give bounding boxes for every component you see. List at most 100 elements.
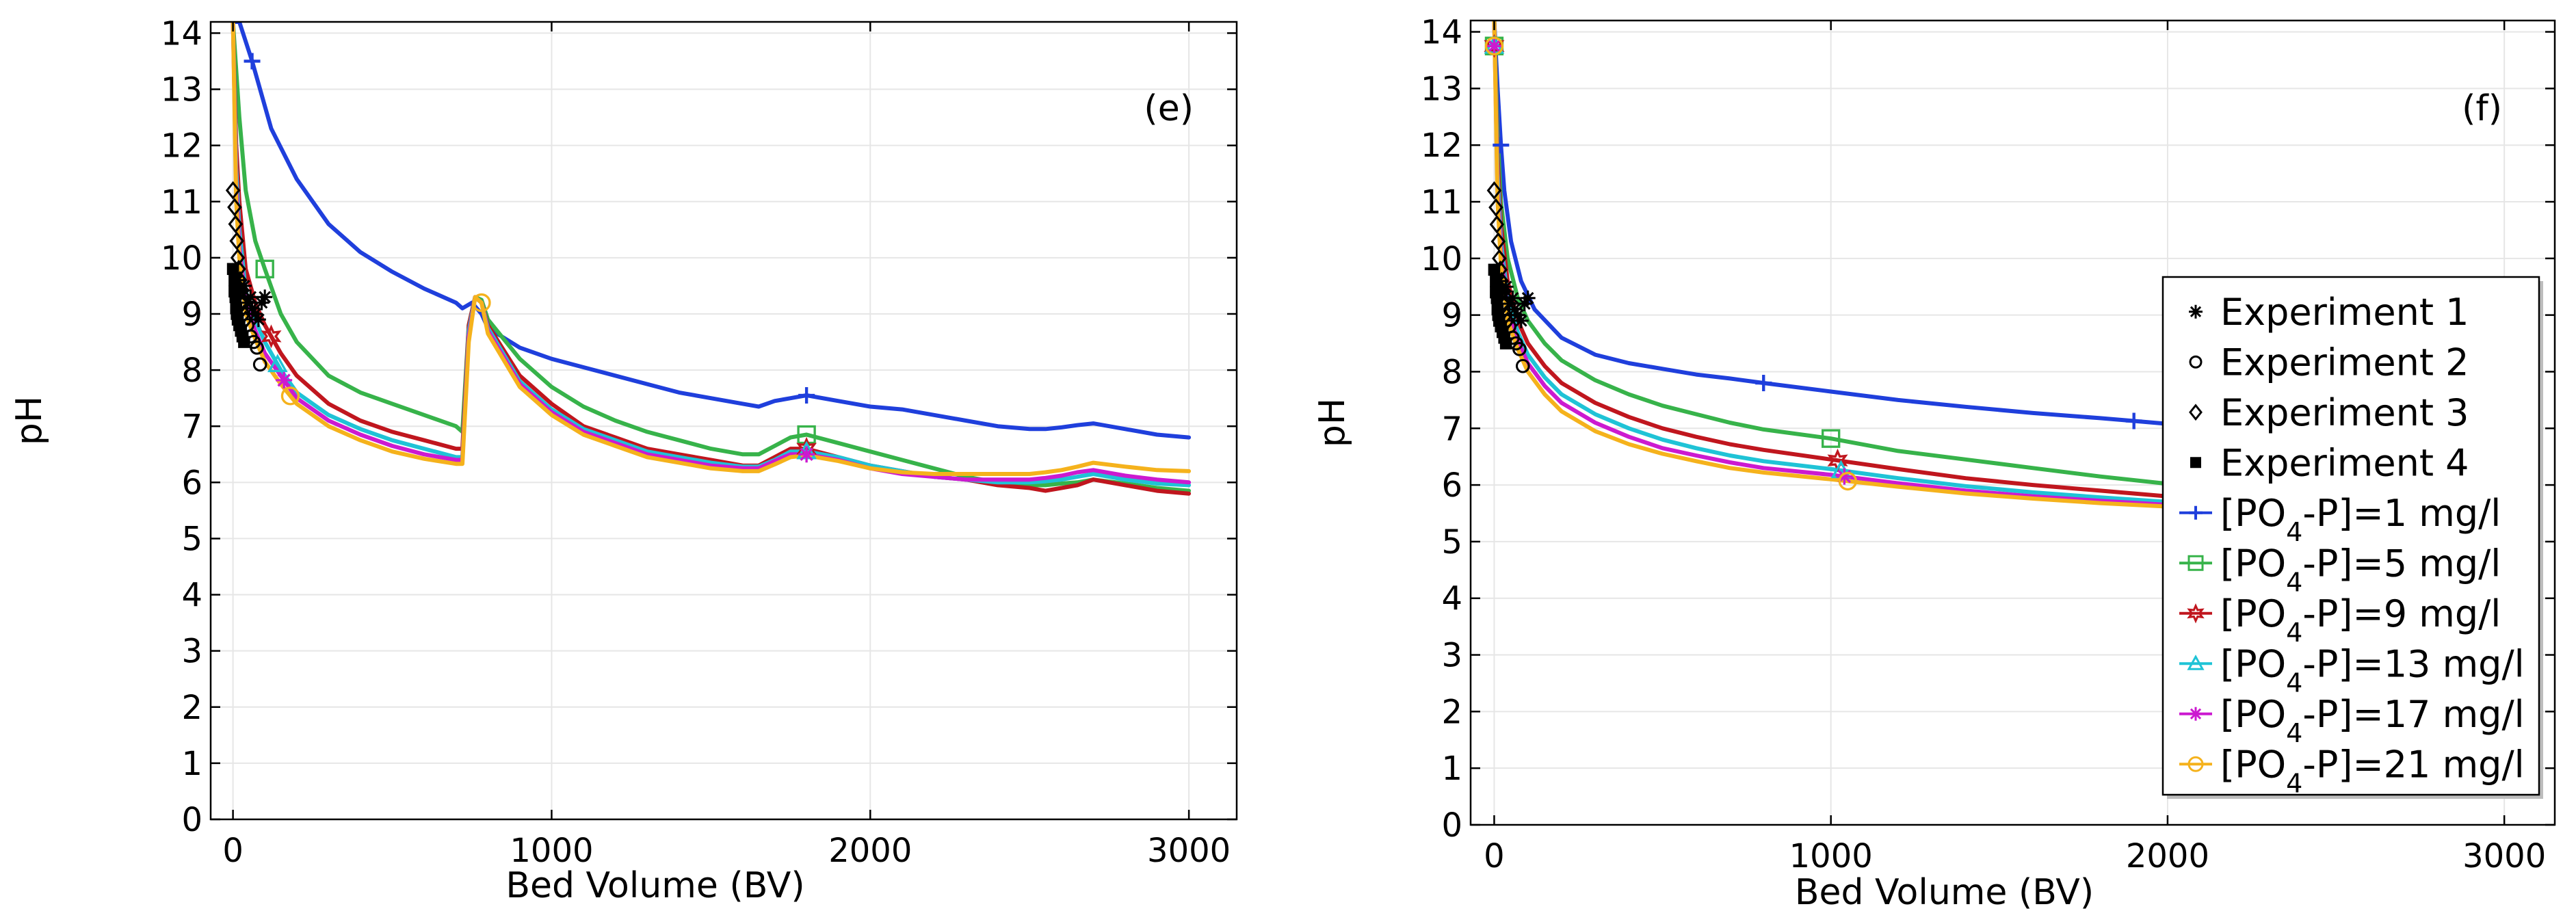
series-1-marker (2125, 412, 2142, 430)
series-lines (1492, 21, 2304, 516)
legend: Experiment 1 Experiment 2 Experiment 3 Expe… (2161, 276, 2543, 799)
series-line-5 (231, 22, 1192, 485)
legend-entry: [PO4-P]=9 mg/l (2179, 592, 2501, 648)
y-tick-label: 12 (1421, 127, 1462, 165)
y-tick-label: 11 (1421, 183, 1462, 222)
y-tick-label: 3 (1441, 637, 1462, 675)
y-tick-label: 6 (1441, 466, 1462, 505)
x-tick-label: 0 (1484, 837, 1505, 875)
series-lines (231, 22, 1192, 496)
experiment-4-point (1499, 337, 1512, 349)
legend-label: [PO4-P]=1 mg/l (2220, 492, 2501, 547)
y-axis-label: pH (9, 396, 50, 445)
series-3-marker (261, 324, 282, 349)
experiment-2-point (1512, 341, 1527, 356)
y-tick-label: 9 (1441, 297, 1462, 335)
y-tick-label: 0 (181, 801, 202, 839)
experiment-4-point (1490, 275, 1502, 287)
series-line-6 (231, 22, 1192, 476)
legend-label-prefix: [PO (2220, 642, 2286, 685)
panel-label: (e) (1144, 88, 1194, 129)
experiment-1-point (1520, 290, 1536, 306)
legend-entry: [PO4-P]=21 mg/l (2179, 743, 2525, 798)
experiment-3-point (228, 215, 244, 234)
series-5-marker (1486, 38, 1503, 55)
legend-box (2161, 276, 2540, 796)
x-tick-label: 1000 (510, 832, 593, 870)
experiment-3-point (1486, 181, 1502, 200)
series-line-3 (231, 22, 1192, 496)
experiment-2-point (250, 340, 264, 355)
series-2-marker (1822, 429, 1841, 448)
legend-label-suffix: -P]=13 mg/l (2302, 642, 2524, 685)
experiment-2-point (252, 357, 267, 372)
experiment-1-point (1513, 313, 1529, 328)
legend-entry: Experiment 3 (2189, 391, 2469, 434)
legend-marker (2189, 404, 2203, 421)
experiment-4-point (1490, 292, 1503, 304)
x-tick-label: 2000 (828, 832, 912, 870)
legend-marker (2187, 756, 2204, 772)
series-6-marker (280, 386, 300, 406)
legend-marker (2187, 603, 2205, 624)
series-markers (244, 53, 817, 463)
series-line-2 (1492, 21, 2304, 499)
x-tick-label: 3000 (2462, 837, 2546, 875)
series-1-marker (1493, 137, 1510, 154)
legend-label: [PO4-P]=9 mg/l (2220, 592, 2501, 648)
y-tick-label: 0 (1441, 806, 1462, 845)
y-tick-label: 14 (1421, 14, 1462, 52)
legend-label-subscript: 4 (2286, 517, 2302, 547)
x-tick-label: 1000 (1789, 837, 1873, 875)
experiment-4-point (228, 274, 241, 287)
legend-label-suffix: -P]=5 mg/l (2302, 542, 2501, 585)
legend-marker (2189, 707, 2203, 721)
legend-label: Experiment 3 (2220, 391, 2469, 434)
legend-marker (2189, 355, 2203, 369)
y-tick-label: 14 (161, 14, 202, 53)
panel-label: (f) (2462, 88, 2502, 129)
legend-marker (2187, 555, 2204, 571)
series-6-marker (1838, 471, 1857, 491)
experiment-points (1486, 181, 1536, 373)
legend-marker (2187, 655, 2205, 670)
legend-label-prefix: [PO (2220, 693, 2286, 736)
series-1-marker (798, 387, 815, 404)
legend-label-prefix: [PO (2220, 592, 2286, 635)
experiment-3-point (227, 198, 242, 217)
x-tick-label: 3000 (1147, 832, 1231, 870)
x-tick-label: 2000 (2126, 837, 2209, 875)
y-tick-label: 10 (1421, 240, 1462, 278)
legend-label: [PO4-P]=13 mg/l (2220, 642, 2525, 698)
x-axis-label: Bed Volume (BV) (1795, 872, 2094, 913)
experiment-4-point (238, 336, 250, 348)
y-tick-label: 3 (181, 633, 202, 671)
legend-label: Experiment 1 (2220, 291, 2469, 334)
series-6-marker (472, 293, 491, 313)
legend-label: [PO4-P]=17 mg/l (2220, 693, 2525, 748)
series-line-2 (231, 22, 1192, 493)
legend-entry: Experiment 4 (2190, 441, 2469, 484)
legend-label-subscript: 4 (2286, 567, 2302, 597)
y-tick-label: 11 (161, 183, 202, 222)
y-tick-label: 5 (181, 520, 202, 558)
experiment-4-point (229, 291, 242, 304)
legend-label-subscript: 4 (2286, 768, 2302, 798)
series-line-6 (1492, 21, 2304, 516)
x-tick-label: 0 (222, 832, 244, 870)
experiment-3-point (1490, 232, 1506, 251)
legend-label-prefix: [PO (2220, 492, 2286, 535)
experiment-2-point (1515, 358, 1530, 373)
y-tick-label: 1 (181, 745, 202, 783)
legend-label-suffix: -P]=21 mg/l (2302, 743, 2524, 786)
legend-label: [PO4-P]=21 mg/l (2220, 743, 2525, 798)
legend-entry: [PO4-P]=13 mg/l (2179, 642, 2525, 698)
legend-label-suffix: -P]=9 mg/l (2302, 592, 2501, 635)
y-tick-label: 13 (1421, 70, 1462, 108)
x-axis-label: Bed Volume (BV) (505, 865, 804, 906)
y-tick-label: 12 (161, 127, 202, 166)
legend-marker (2189, 304, 2203, 319)
y-tick-label: 13 (161, 71, 202, 109)
experiment-points (225, 181, 273, 372)
